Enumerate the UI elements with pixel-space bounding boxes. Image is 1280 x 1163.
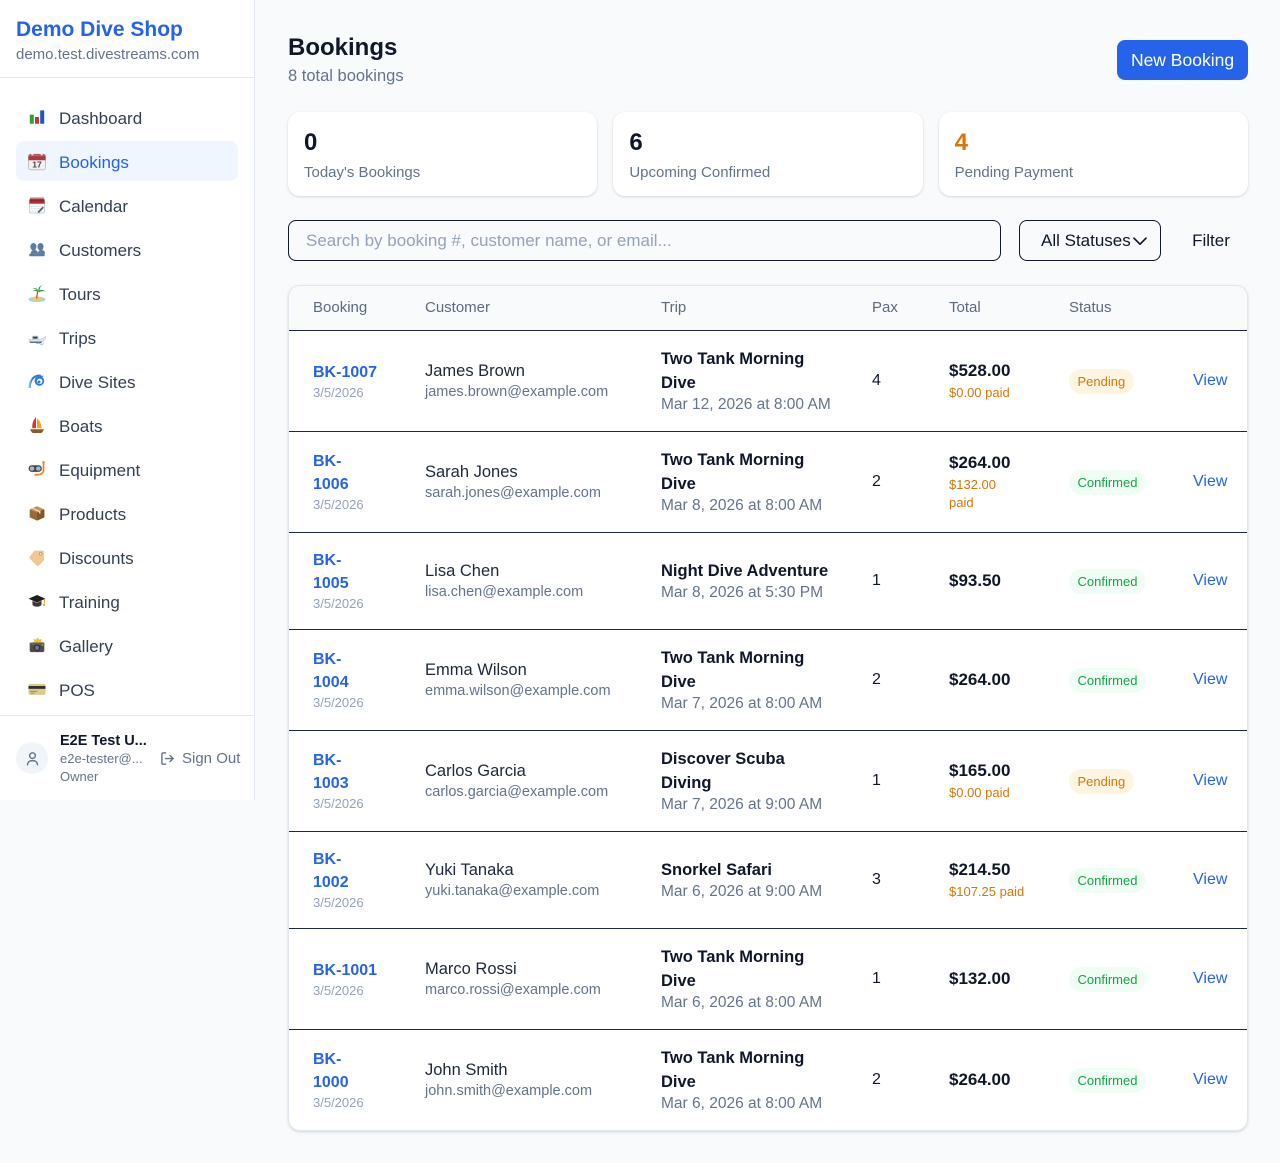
svg-text:17: 17 xyxy=(32,159,42,169)
